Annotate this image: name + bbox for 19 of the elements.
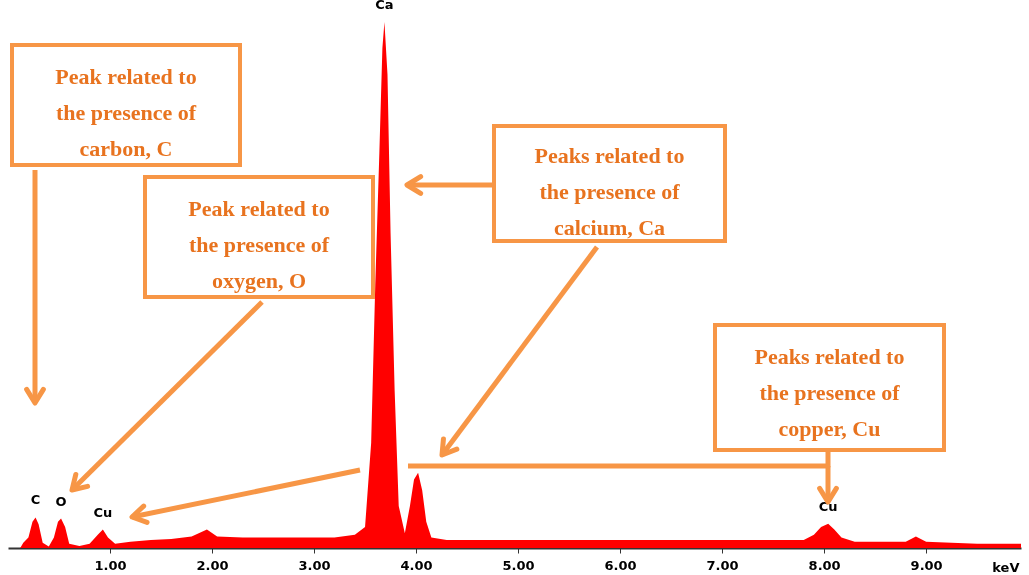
x-tick-label: 6.00 [604, 557, 637, 573]
x-tick-label: 1.00 [94, 557, 127, 573]
x-tick-label: 2.00 [196, 557, 229, 573]
annotation: O [55, 493, 67, 509]
text-box: Peaks related to the presence of calcium, Ca [492, 124, 727, 243]
text-box: Peak related to the presence of carbon, C [10, 43, 242, 167]
x-tick-label: 4.00 [400, 557, 433, 573]
x-tick-label: 5.00 [502, 557, 535, 573]
x-tick-label: 3.00 [298, 557, 331, 573]
x-tick-label: 9.00 [910, 557, 943, 573]
x-axis-title: keV [992, 559, 1020, 575]
annotation: Cu [93, 504, 113, 520]
x-tick-label: 8.00 [808, 557, 841, 573]
x-tick-label: 7.00 [706, 557, 739, 573]
annotation: Ca [375, 0, 394, 12]
annotation: C [30, 492, 41, 508]
text-box: Peaks related to the presence of copper, Cu [713, 323, 946, 452]
text-box: Peak related to the presence of oxygen, O [143, 175, 375, 299]
annotation: Cu [818, 498, 838, 514]
